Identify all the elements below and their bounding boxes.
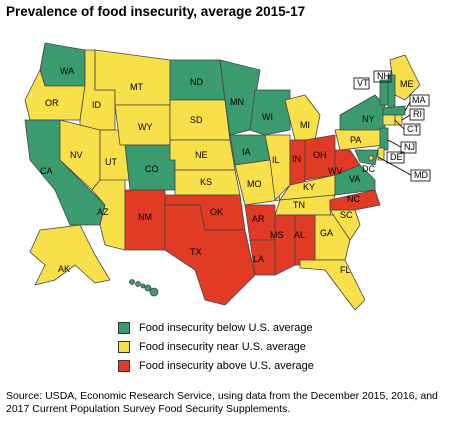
state-HI	[129, 279, 159, 297]
label-SD: SD	[190, 115, 203, 125]
label-DE: DE	[390, 152, 403, 162]
legend-swatch-below	[118, 321, 130, 334]
state-DC	[368, 155, 374, 161]
label-MS: MS	[270, 230, 284, 240]
label-MA: MA	[412, 95, 426, 105]
label-WV: WV	[328, 166, 343, 176]
state-NY	[339, 94, 386, 131]
label-OR: OR	[45, 98, 59, 108]
state-RI	[394, 114, 403, 126]
state-WI	[249, 89, 291, 136]
label-CO: CO	[145, 164, 159, 174]
map-legend: Food insecurity below U.S. average Food …	[118, 318, 314, 375]
label-OH: OH	[313, 150, 327, 160]
label-DC: DC	[362, 164, 375, 174]
state-VT	[379, 79, 389, 106]
legend-label-near: Food insecurity near U.S. average	[139, 340, 306, 353]
legend-swatch-near	[118, 340, 130, 353]
callout-line-CT	[394, 119, 405, 130]
callout-line-MA	[404, 101, 411, 112]
label-LA: LA	[253, 254, 264, 264]
callout-box-DE	[386, 151, 405, 164]
label-ME: ME	[400, 79, 414, 89]
label-IN: IN	[292, 154, 301, 164]
label-MD: MD	[414, 170, 428, 180]
label-VT: VT	[357, 78, 369, 88]
label-NY: NY	[362, 114, 375, 124]
label-WY: WY	[138, 122, 153, 132]
legend-label-above: Food insecurity above U.S. average	[139, 359, 314, 372]
callout-line-RI	[401, 114, 411, 121]
callout-line-MD	[377, 156, 412, 176]
callout-line-NJ	[387, 139, 402, 148]
state-MA	[382, 105, 406, 116]
state-NC	[329, 189, 381, 211]
state-TX	[164, 204, 256, 306]
label-KY: KY	[303, 182, 315, 192]
state-CT	[382, 114, 396, 126]
callout-box-CT	[403, 123, 421, 136]
label-AR: AR	[252, 214, 265, 224]
state-IL	[264, 134, 291, 201]
label-MN: MN	[230, 97, 244, 107]
callout-box-NJ	[400, 141, 417, 154]
us-map: WA OR CA ID NV UT AZ MT WY CO NM ND SD N…	[24, 42, 431, 311]
callout-box-MA	[409, 94, 430, 107]
state-AK	[29, 224, 111, 286]
legend-row-above: Food insecurity above U.S. average	[118, 356, 314, 375]
state-MD	[354, 149, 379, 166]
label-CA: CA	[40, 166, 53, 176]
callout-box-VT	[353, 77, 370, 90]
label-UT: UT	[105, 157, 117, 167]
label-TN: TN	[293, 200, 305, 210]
callout-box-MD	[410, 169, 431, 182]
state-WA	[39, 42, 86, 87]
label-TX: TX	[190, 247, 202, 257]
label-ID: ID	[92, 100, 102, 110]
label-FL: FL	[340, 265, 351, 275]
state-MI	[284, 94, 321, 141]
state-AZ	[91, 174, 126, 251]
label-IA: IA	[242, 147, 251, 157]
label-NV: NV	[70, 150, 83, 160]
label-OK: OK	[210, 207, 223, 217]
legend-row-near: Food insecurity near U.S. average	[118, 337, 314, 356]
label-KS: KS	[200, 177, 212, 187]
legend-swatch-above	[118, 359, 130, 372]
label-AK: AK	[58, 264, 70, 274]
state-MS	[274, 214, 296, 276]
label-VA: VA	[349, 174, 360, 184]
label-CT: CT	[407, 124, 419, 134]
label-NH: NH	[377, 71, 390, 81]
map-title: Prevalence of food insecurity, average 2…	[6, 4, 306, 19]
label-WI: WI	[262, 112, 273, 122]
label-ND: ND	[190, 77, 203, 87]
label-SC: SC	[340, 210, 353, 220]
label-MO: MO	[247, 179, 262, 189]
label-WA: WA	[60, 66, 74, 76]
label-NJ: NJ	[404, 142, 415, 152]
legend-label-below: Food insecurity below U.S. average	[139, 321, 313, 334]
state-WV	[334, 149, 361, 176]
label-NM: NM	[138, 212, 152, 222]
label-AZ: AZ	[97, 207, 109, 217]
label-AL: AL	[294, 230, 305, 240]
label-IL: IL	[272, 155, 280, 165]
state-FL	[299, 259, 366, 311]
label-PA: PA	[350, 135, 361, 145]
label-GA: GA	[320, 228, 333, 238]
callout-box-NH	[373, 70, 392, 83]
label-RI: RI	[413, 109, 422, 119]
label-MT: MT	[130, 82, 143, 92]
legend-row-below: Food insecurity below U.S. average	[118, 318, 314, 337]
label-NE: NE	[195, 150, 208, 160]
state-AL	[294, 214, 316, 266]
label-NC: NC	[347, 194, 360, 204]
source-note: Source: USDA, Economic Research Service,…	[6, 390, 438, 415]
callout-box-RI	[409, 108, 425, 121]
label-MI: MI	[300, 120, 310, 130]
state-NJ	[379, 127, 389, 151]
